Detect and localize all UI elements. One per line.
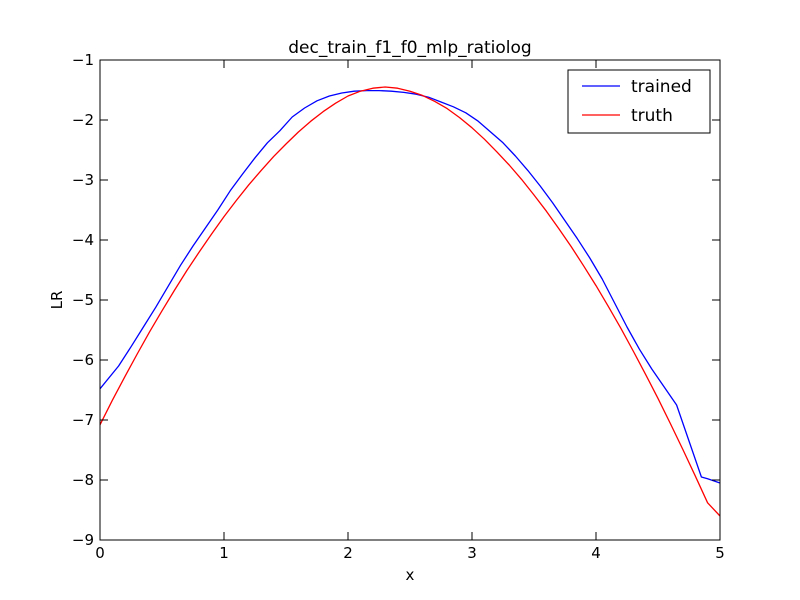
ticks-layer: 0 1 2 3 4 5 −9 −8 −7 −6 −5 −4 −3 −2 −1 — [72, 51, 725, 562]
series-line-truth — [99, 86, 721, 517]
y-tick-label: −8 — [72, 471, 94, 489]
legend-box — [567, 69, 711, 134]
x-tick-label: 0 — [95, 544, 105, 562]
x-tick-label: 1 — [219, 544, 229, 562]
x-tick-label: 4 — [591, 544, 601, 562]
y-axis-label: LR — [48, 291, 66, 310]
legend-label-truth: truth — [631, 106, 673, 126]
x-tick-label: 3 — [467, 544, 477, 562]
y-tick-label: −3 — [72, 171, 94, 189]
legend: trained truth — [567, 69, 711, 134]
y-tick-label: −4 — [72, 231, 94, 249]
legend-label-trained: trained — [631, 77, 692, 97]
x-axis-label: x — [406, 566, 415, 584]
y-tick-label: −6 — [72, 351, 94, 369]
x-tick-label: 5 — [715, 544, 725, 562]
y-tick-label: −5 — [72, 291, 94, 309]
series-line-trained — [99, 89, 721, 484]
series-layer — [99, 86, 721, 517]
chart-title: dec_train_f1_f0_mlp_ratiolog — [288, 38, 531, 58]
y-tick-label: −9 — [72, 531, 94, 549]
y-tick-label: −1 — [72, 51, 94, 69]
y-tick-label: −7 — [72, 411, 94, 429]
x-tick-label: 2 — [343, 544, 353, 562]
y-tick-label: −2 — [72, 111, 94, 129]
